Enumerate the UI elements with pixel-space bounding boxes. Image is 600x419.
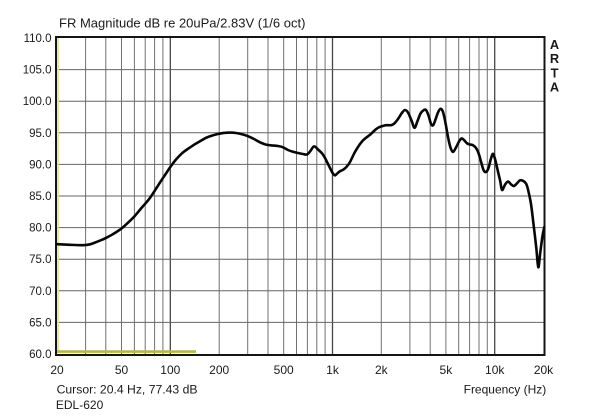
svg-text:50: 50 <box>115 363 129 377</box>
svg-text:60.0: 60.0 <box>29 349 51 361</box>
svg-text:20: 20 <box>50 363 64 377</box>
svg-text:65.0: 65.0 <box>29 317 51 329</box>
svg-text:A: A <box>550 37 559 52</box>
svg-text:R: R <box>550 51 559 66</box>
svg-text:90.0: 90.0 <box>29 159 51 171</box>
svg-text:70.0: 70.0 <box>29 286 51 298</box>
svg-text:FR Magnitude dB re 20uPa/2.83V: FR Magnitude dB re 20uPa/2.83V (1/6 oct) <box>59 16 305 31</box>
svg-text:A: A <box>550 80 559 95</box>
svg-text:EDL-620: EDL-620 <box>56 398 104 412</box>
svg-text:110.0: 110.0 <box>24 33 52 45</box>
svg-text:100: 100 <box>160 363 180 377</box>
svg-text:100.0: 100.0 <box>23 96 52 108</box>
svg-text:75.0: 75.0 <box>29 254 51 266</box>
svg-text:2k: 2k <box>375 363 389 377</box>
svg-text:105.0: 105.0 <box>23 65 52 77</box>
svg-text:500: 500 <box>274 363 294 377</box>
svg-text:200: 200 <box>209 363 229 377</box>
svg-text:1k: 1k <box>326 363 340 377</box>
svg-text:20k: 20k <box>534 363 554 377</box>
svg-text:80.0: 80.0 <box>29 223 51 235</box>
svg-text:10k: 10k <box>485 363 505 377</box>
svg-text:Frequency (Hz): Frequency (Hz) <box>464 382 547 396</box>
svg-text:95.0: 95.0 <box>29 128 51 140</box>
svg-text:T: T <box>551 65 559 80</box>
svg-text:85.0: 85.0 <box>29 191 51 203</box>
svg-text:5k: 5k <box>440 363 454 377</box>
svg-text:Cursor: 20.4 Hz, 77.43 dB: Cursor: 20.4 Hz, 77.43 dB <box>57 382 198 396</box>
